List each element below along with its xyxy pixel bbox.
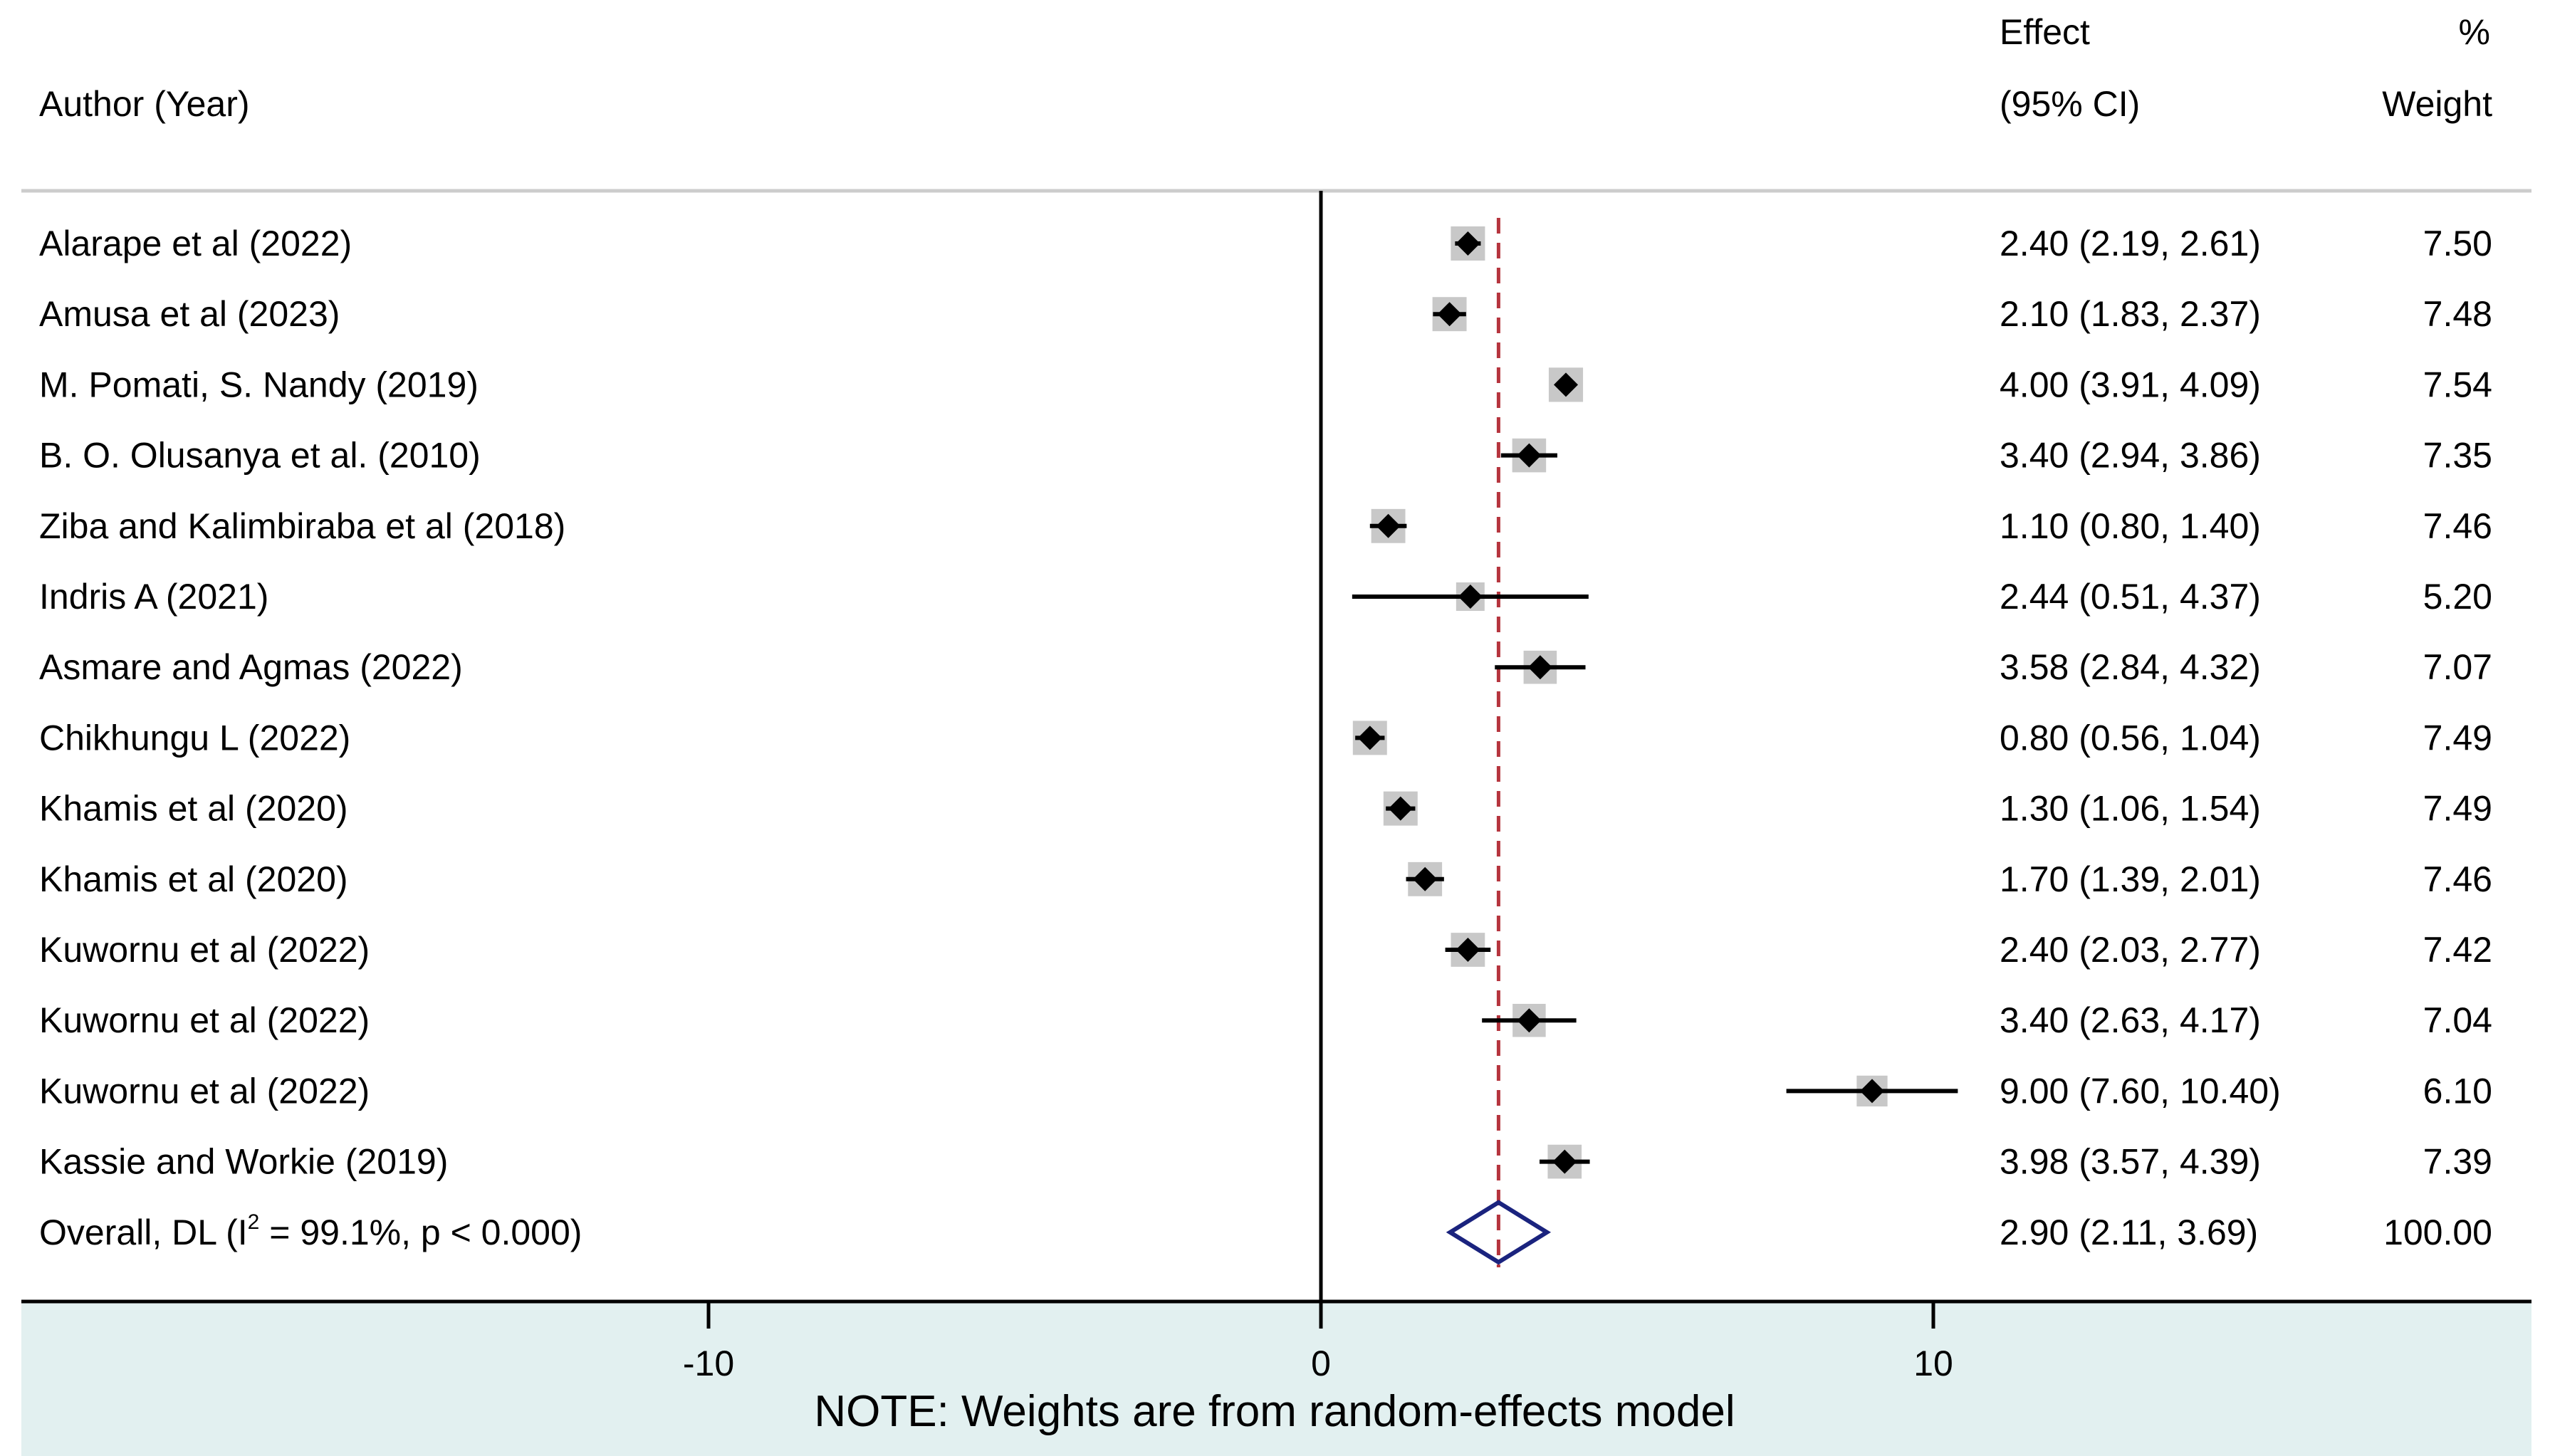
header-ci: (95% CI)	[2000, 84, 2140, 124]
header-effect: Effect	[2000, 12, 2090, 52]
effect-ci-text: 3.58 (2.84, 4.32)	[2000, 647, 2261, 687]
study-label: M. Pomati, S. Nandy (2019)	[39, 365, 479, 404]
effect-ci-text: 3.40 (2.63, 4.17)	[2000, 1000, 2261, 1040]
study-label: Amusa et al (2023)	[39, 294, 340, 334]
weight-text: 7.49	[2423, 718, 2492, 758]
weight-text: 7.54	[2423, 365, 2492, 404]
study-label: Kuwornu et al (2022)	[39, 930, 370, 970]
study-row: Kuwornu et al (2022) 2.40 (2.03, 2.77) 7.4…	[39, 930, 2492, 970]
point-estimate-marker	[1357, 726, 1382, 750]
point-estimate-marker	[1413, 866, 1438, 891]
overall-effect-ci-text: 2.90 (2.11, 3.69)	[2000, 1213, 2258, 1252]
x-tick-label: -10	[683, 1344, 734, 1383]
study-row: Kuwornu et al (2022) 9.00 (7.60, 10.40) 6.…	[39, 1071, 2492, 1111]
point-estimate-marker	[1437, 302, 1462, 327]
overall-diamond	[1446, 1200, 1552, 1265]
study-row: Indris A (2021) 2.44 (0.51, 4.37) 5.20	[39, 577, 2492, 617]
study-row: Khamis et al (2020) 1.70 (1.39, 2.01) 7.46	[39, 859, 2492, 899]
overall-weight-text: 100.00	[2383, 1213, 2492, 1252]
point-estimate-marker	[1456, 231, 1480, 256]
weight-text: 7.04	[2423, 1000, 2492, 1040]
study-rows: Alarape et al (2022) 2.40 (2.19, 2.61) 7.5…	[39, 224, 2492, 1182]
weight-text: 7.07	[2423, 647, 2492, 687]
point-estimate-marker	[1458, 585, 1483, 609]
point-estimate-marker	[1388, 796, 1413, 821]
study-row: Amusa et al (2023) 2.10 (1.83, 2.37) 7.48	[39, 294, 2492, 334]
study-label: Kuwornu et al (2022)	[39, 1000, 370, 1040]
note-band	[21, 1302, 2531, 1456]
weight-text: 7.46	[2423, 506, 2492, 546]
study-row: Alarape et al (2022) 2.40 (2.19, 2.61) 7.5…	[39, 224, 2492, 263]
weight-text: 7.49	[2423, 789, 2492, 829]
effect-ci-text: 4.00 (3.91, 4.09)	[2000, 365, 2261, 404]
effect-ci-text: 3.98 (3.57, 4.39)	[2000, 1142, 2261, 1182]
study-label: Alarape et al (2022)	[39, 224, 352, 263]
study-label: Khamis et al (2020)	[39, 789, 348, 829]
weight-text: 6.10	[2423, 1071, 2492, 1111]
study-row: Ziba and Kalimbiraba et al (2018) 1.10 (0…	[39, 506, 2492, 546]
effect-ci-text: 3.40 (2.94, 3.86)	[2000, 436, 2261, 476]
effect-ci-text: 1.70 (1.39, 2.01)	[2000, 859, 2261, 899]
point-estimate-marker	[1554, 372, 1578, 397]
point-estimate-marker	[1527, 655, 1552, 680]
weight-text: 7.46	[2423, 859, 2492, 899]
effect-ci-text: 9.00 (7.60, 10.40)	[2000, 1071, 2281, 1111]
effect-ci-text: 2.10 (1.83, 2.37)	[2000, 294, 2261, 334]
study-row: Asmare and Agmas (2022) 3.58 (2.84, 4.32)…	[39, 647, 2492, 687]
study-row: Khamis et al (2020) 1.30 (1.06, 1.54) 7.49	[39, 789, 2492, 829]
weights-note: NOTE: Weights are from random-effects mo…	[814, 1387, 1735, 1436]
study-label: B. O. Olusanya et al. (2010)	[39, 436, 481, 476]
study-row: Chikhungu L (2022) 0.80 (0.56, 1.04) 7.49	[39, 718, 2492, 758]
weight-text: 7.42	[2423, 930, 2492, 970]
point-estimate-marker	[1376, 513, 1401, 538]
study-label: Kassie and Workie (2019)	[39, 1142, 448, 1182]
weight-text: 7.50	[2423, 224, 2492, 263]
study-row: Kassie and Workie (2019) 3.98 (3.57, 4.39…	[39, 1142, 2492, 1182]
x-tick-label: 0	[1311, 1344, 1331, 1383]
effect-ci-text: 2.40 (2.03, 2.77)	[2000, 930, 2261, 970]
effect-ci-text: 1.30 (1.06, 1.54)	[2000, 789, 2261, 829]
x-tick-label: 10	[1913, 1344, 1953, 1383]
effect-ci-text: 0.80 (0.56, 1.04)	[2000, 718, 2261, 758]
study-label: Chikhungu L (2022)	[39, 718, 350, 758]
weight-text: 7.48	[2423, 294, 2492, 334]
overall-label: Overall, DL (I2 = 99.1%, p < 0.000)	[39, 1210, 582, 1252]
point-estimate-marker	[1860, 1079, 1884, 1104]
study-label: Kuwornu et al (2022)	[39, 1071, 370, 1111]
overall-row: Overall, DL (I2 = 99.1%, p < 0.000) 2.90 …	[39, 1200, 2492, 1265]
header-author: Author (Year)	[39, 84, 250, 124]
study-label: Ziba and Kalimbiraba et al (2018)	[39, 506, 565, 546]
study-row: B. O. Olusanya et al. (2010) 3.40 (2.94, …	[39, 436, 2492, 476]
x-axis-ticks: -10 0 10	[683, 1302, 1953, 1383]
study-row: M. Pomati, S. Nandy (2019) 4.00 (3.91, 4.…	[39, 365, 2492, 404]
effect-ci-text: 1.10 (0.80, 1.40)	[2000, 506, 2261, 546]
study-label: Khamis et al (2020)	[39, 859, 348, 899]
point-estimate-marker	[1456, 938, 1480, 962]
header-weight: Weight	[2382, 84, 2492, 124]
study-row: Kuwornu et al (2022) 3.40 (2.63, 4.17) 7.0…	[39, 1000, 2492, 1040]
header-pct: %	[2459, 12, 2490, 52]
point-estimate-marker	[1517, 443, 1542, 468]
weight-text: 5.20	[2423, 577, 2492, 617]
weight-text: 7.35	[2423, 436, 2492, 476]
point-estimate-marker	[1517, 1008, 1542, 1033]
point-estimate-marker	[1552, 1149, 1577, 1174]
study-label: Indris A (2021)	[39, 577, 268, 617]
effect-ci-text: 2.40 (2.19, 2.61)	[2000, 224, 2261, 263]
weight-text: 7.39	[2423, 1142, 2492, 1182]
study-label: Asmare and Agmas (2022)	[39, 647, 463, 687]
effect-ci-text: 2.44 (0.51, 4.37)	[2000, 577, 2261, 617]
